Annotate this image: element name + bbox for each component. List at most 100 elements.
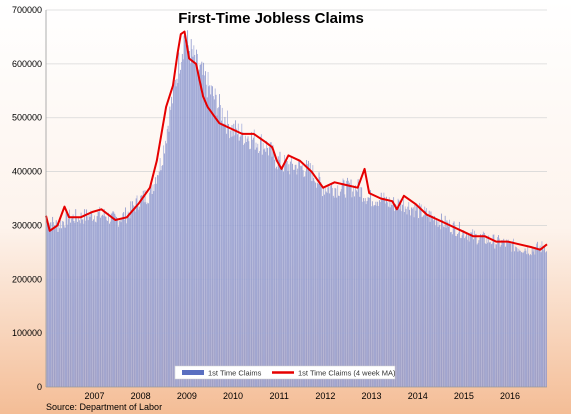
bar [378,206,379,387]
bar [65,212,67,387]
bar [384,197,386,387]
x-tick-label: 2015 [454,391,474,401]
bar [149,192,150,387]
bar [428,210,430,387]
bar [351,197,353,387]
bar [253,129,255,387]
y-tick-label: 600000 [12,59,42,69]
bar [147,202,149,387]
bar [414,203,416,387]
bar [344,194,346,387]
bar [445,227,447,387]
bar [280,167,282,387]
bar [251,132,252,387]
bar [148,203,149,387]
bar [189,63,191,388]
bar [291,155,292,387]
bar [295,164,297,387]
bar [47,227,49,387]
bar [486,236,488,387]
bar [476,244,478,387]
bar [481,236,482,387]
bar [458,232,459,387]
bar [382,199,384,387]
bar [240,135,242,387]
bar [393,197,395,387]
bar [227,110,228,387]
bar [473,239,474,387]
bar [215,94,217,387]
bar [310,172,312,387]
bar [69,209,70,387]
bar [349,186,351,387]
bar [422,216,424,387]
bar [224,116,226,388]
bar [130,201,132,387]
bar [176,78,178,388]
bar [84,209,86,387]
bar [290,161,292,387]
bar [490,244,492,387]
bar [450,232,451,387]
bar [469,233,471,387]
bar [506,240,508,387]
bar [436,221,438,387]
bar [217,108,219,387]
bar [92,220,94,387]
bar [300,165,301,387]
bar [514,251,515,387]
bar [188,45,189,388]
bar [358,187,360,387]
x-tick-label: 2010 [223,391,243,401]
bar [107,221,109,387]
bar [518,248,520,387]
bar [451,234,453,387]
bar [475,233,477,387]
bar [252,139,253,387]
bar [333,197,335,387]
bar [523,251,525,387]
bar [387,202,388,387]
bar [430,211,432,387]
bar [343,180,345,387]
bar [134,211,136,387]
bar [208,86,210,388]
bar [327,187,329,387]
bar [250,148,252,387]
bar [179,73,181,387]
bar [152,184,154,387]
bar [516,248,518,387]
bar [319,176,321,387]
bar [184,40,186,388]
bar [155,177,157,387]
bar [258,153,260,387]
bar [507,239,509,387]
bar [404,206,406,387]
bar [144,190,146,387]
bar [346,180,347,387]
bar [496,244,498,387]
bar [509,242,511,387]
bar [401,211,403,387]
bar [301,164,303,387]
bar [396,208,398,387]
bar [392,204,394,387]
bar [128,213,130,387]
bar [242,132,244,387]
bar [538,247,540,387]
bar [457,233,458,387]
bar [332,195,334,387]
bar [453,221,455,387]
bar [491,243,493,387]
bar [536,243,538,387]
bar [194,54,196,387]
bar [270,142,272,387]
bar [151,193,153,387]
bar [135,198,137,387]
bar [342,178,344,387]
bar [210,94,212,387]
bar [425,210,427,387]
bar [338,195,339,387]
bar [249,149,251,387]
bar [426,216,428,387]
